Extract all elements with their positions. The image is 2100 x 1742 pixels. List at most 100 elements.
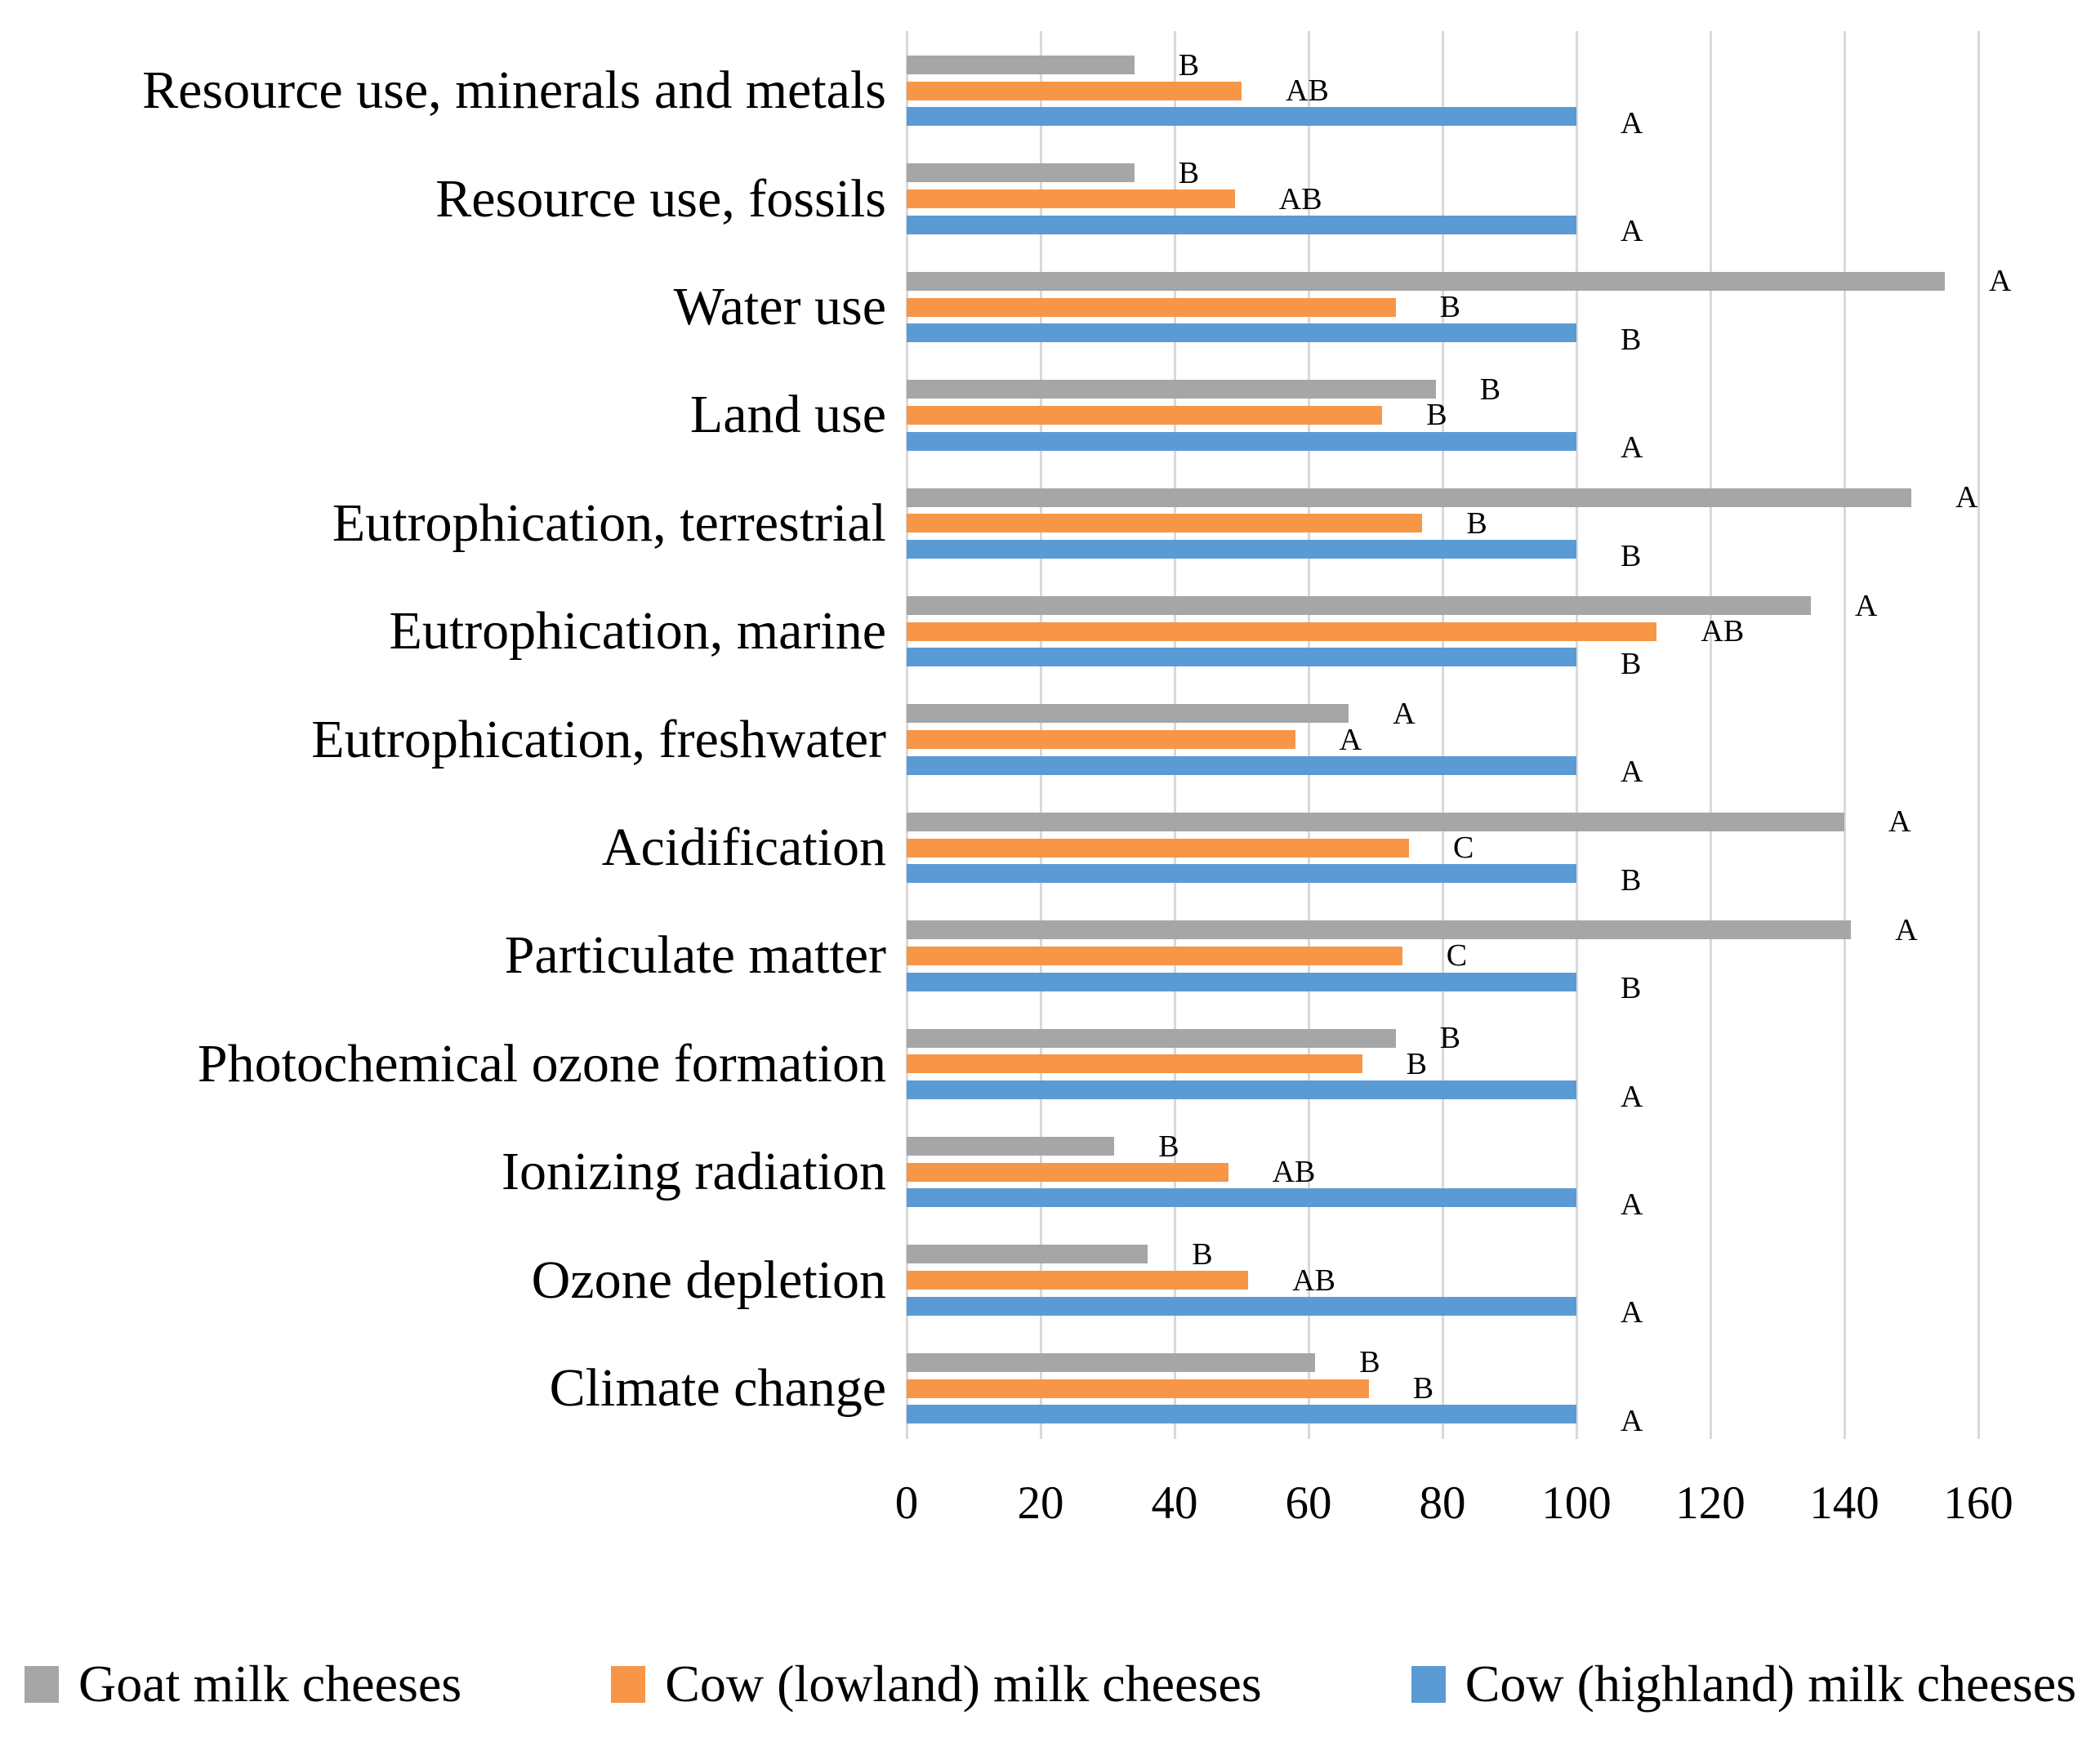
sig-letter: B	[1178, 47, 1200, 82]
tick-label: 80	[1419, 1477, 1466, 1529]
gridline	[1709, 31, 1712, 1439]
sig-letter: A	[1621, 430, 1643, 466]
bar	[907, 405, 1383, 425]
tick-label: 20	[1017, 1477, 1064, 1529]
bar	[907, 812, 1844, 831]
bar	[907, 540, 1576, 559]
bar	[907, 1352, 1316, 1372]
bar	[907, 864, 1576, 884]
legend-item-cow-highland: Cow (highland) milk cheeses	[1411, 1655, 2076, 1713]
sig-letter: A	[1621, 1295, 1643, 1330]
bar	[907, 1405, 1576, 1424]
sig-letter: C	[1446, 938, 1468, 973]
tick-label: 120	[1675, 1477, 1746, 1529]
bar	[907, 1162, 1228, 1182]
category-label: Eutrophication, terrestrial	[332, 492, 886, 553]
sig-letter: A	[1855, 588, 1878, 623]
bar	[907, 488, 1911, 507]
gridline	[1977, 31, 1980, 1439]
legend-label: Cow (highland) milk cheeses	[1465, 1655, 2076, 1713]
sig-letter: A	[1621, 1079, 1643, 1114]
sig-letter: B	[1158, 1129, 1179, 1164]
sig-letter: A	[1888, 804, 1911, 840]
bar	[907, 1296, 1576, 1316]
sig-letter: B	[1621, 646, 1642, 681]
legend-label: Cow (lowland) milk cheeses	[665, 1655, 1262, 1713]
legend: Goat milk cheeses Cow (lowland) milk che…	[25, 1651, 2076, 1717]
bar	[907, 1379, 1369, 1398]
tick-label: 100	[1541, 1477, 1612, 1529]
sig-letter: A	[1989, 264, 2012, 299]
bar	[907, 946, 1402, 965]
category-label: Photochemical ozone formation	[197, 1033, 886, 1094]
sig-letter: A	[1955, 480, 1978, 515]
sig-letter: B	[1621, 862, 1642, 898]
bar	[907, 1054, 1362, 1074]
bar	[907, 704, 1349, 724]
bar	[907, 215, 1576, 234]
sig-letter: A	[1621, 1403, 1643, 1438]
sig-letter: B	[1621, 538, 1642, 573]
bar	[907, 271, 1945, 291]
legend-swatch-goat	[25, 1665, 59, 1703]
bar	[907, 1137, 1115, 1156]
sig-letter: B	[1479, 372, 1501, 407]
sig-letter: A	[1393, 696, 1416, 731]
bar	[907, 163, 1135, 183]
sig-letter: B	[1466, 506, 1487, 541]
category-label: Acidification	[601, 818, 886, 877]
tick-label: 60	[1285, 1477, 1332, 1529]
category-label: Climate change	[549, 1358, 886, 1418]
sig-letter: B	[1621, 322, 1642, 357]
gridline	[1441, 31, 1444, 1439]
bar	[907, 730, 1295, 750]
bar	[907, 622, 1657, 641]
bar	[907, 838, 1409, 858]
bar	[907, 1188, 1576, 1208]
legend-item-goat: Goat milk cheeses	[25, 1655, 461, 1713]
tick-label: 140	[1809, 1477, 1879, 1529]
sig-letter: B	[1192, 1236, 1213, 1272]
category-label: Ozone depletion	[531, 1250, 886, 1310]
category-label: Resource use, minerals and metals	[142, 60, 886, 121]
category-label: Water use	[673, 277, 886, 336]
category-label: Resource use, fossils	[435, 168, 886, 229]
bar	[907, 56, 1135, 74]
bar	[907, 189, 1235, 209]
tick-label: 160	[1943, 1477, 2013, 1529]
category-label: Eutrophication, marine	[389, 601, 886, 662]
bar	[907, 1080, 1576, 1099]
bar	[907, 514, 1423, 533]
sig-letter: B	[1426, 398, 1447, 433]
sig-letter: B	[1412, 1371, 1434, 1406]
sig-letter: AB	[1286, 74, 1329, 109]
bar	[907, 1271, 1249, 1290]
legend-swatch-cow-highland	[1411, 1665, 1446, 1703]
sig-letter: A	[1621, 1187, 1643, 1222]
gridline	[1843, 31, 1846, 1439]
legend-item-cow-lowland: Cow (lowland) milk cheeses	[611, 1655, 1262, 1713]
sig-letter: A	[1621, 755, 1643, 790]
bar	[907, 755, 1576, 775]
bar	[907, 1028, 1396, 1048]
chart-plot-area: B AB A B AB A A B B B B A A B B A AB B A A A A C B A C B B B A B AB A B AB…	[905, 31, 2012, 1439]
bar	[907, 972, 1576, 991]
bar	[907, 297, 1396, 317]
bar	[907, 431, 1576, 451]
bar	[907, 1245, 1148, 1264]
tick-label: 40	[1151, 1477, 1198, 1529]
tick-label: 0	[894, 1477, 919, 1529]
category-label: Eutrophication, freshwater	[311, 709, 886, 769]
sig-letter: A	[1895, 912, 1918, 947]
sig-letter: B	[1359, 1345, 1380, 1380]
sig-letter: AB	[1292, 1263, 1335, 1298]
legend-label: Goat milk cheeses	[78, 1655, 462, 1713]
bar	[907, 920, 1852, 940]
bar	[907, 107, 1576, 127]
bar	[907, 596, 1811, 615]
sig-letter: AB	[1701, 614, 1745, 649]
bar	[907, 323, 1576, 343]
sig-letter: AB	[1272, 1155, 1316, 1190]
sig-letter: B	[1439, 1021, 1460, 1056]
